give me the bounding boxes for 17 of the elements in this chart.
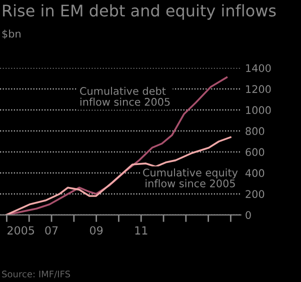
chart-subtitle: $bn (2, 30, 20, 40)
series-label: Cumulative debt inflow since 2005 (80, 86, 170, 106)
y-tick-label: 0 (246, 211, 251, 219)
chart-title: Rise in EM debt and equity inflows (3, 4, 276, 20)
y-tick-label: 1000 (246, 106, 271, 114)
y-tick-label: 200 (246, 190, 264, 198)
y-tick-label: 600 (246, 148, 264, 156)
x-tick-label: 2005 (8, 226, 34, 235)
x-tick-label: 09 (90, 226, 103, 235)
y-tick-label: 1400 (246, 64, 271, 72)
x-tick-label: 11 (135, 226, 148, 234)
series-label: Cumulative equity inflow since 2005 (143, 168, 238, 188)
source-note: Source: IMF/IFS (2, 270, 70, 278)
y-tick-label: 800 (246, 127, 264, 136)
y-tick-label: 1200 (246, 85, 271, 94)
y-tick-label: 400 (245, 169, 264, 178)
x-tick-label: 07 (45, 226, 58, 235)
